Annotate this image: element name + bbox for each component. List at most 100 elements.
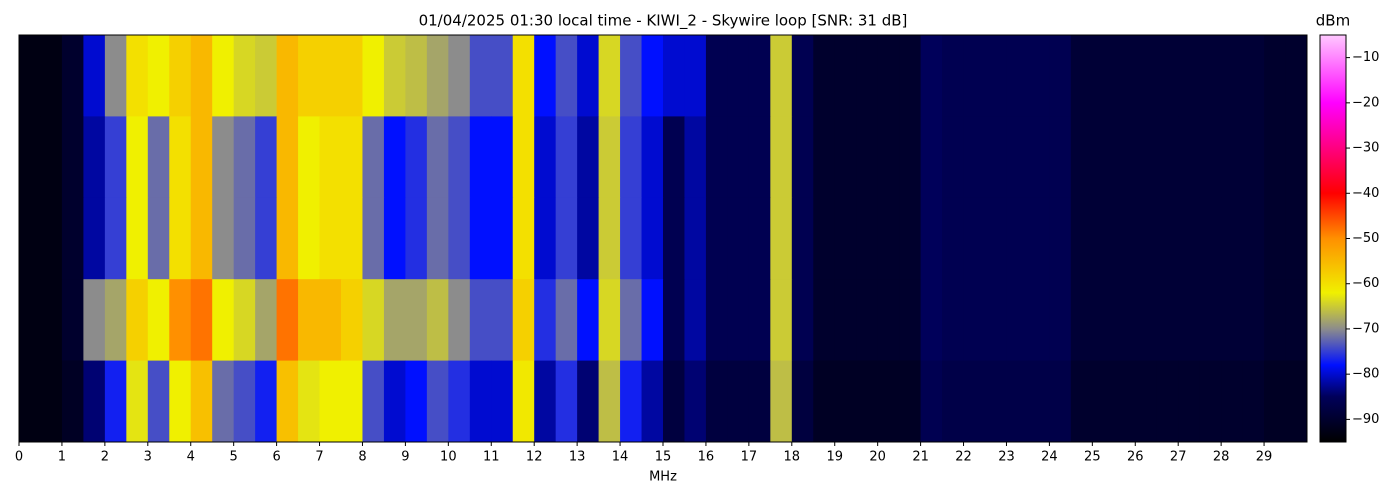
heatmap-cell: [856, 35, 879, 117]
heatmap-cell: [877, 116, 900, 199]
heatmap-cell: [147, 35, 170, 117]
heatmap-cell: [341, 279, 363, 362]
heatmap-cell: [577, 360, 600, 443]
heatmap-cell: [147, 116, 170, 199]
heatmap-cell: [512, 197, 535, 280]
heatmap-cell: [362, 360, 385, 443]
heatmap-cell: [341, 197, 363, 280]
heatmap-cell: [620, 116, 643, 199]
heatmap-cell: [1264, 279, 1287, 362]
heatmap-cell: [1049, 35, 1072, 117]
heatmap-cell: [684, 360, 707, 443]
heatmap-cell: [1285, 197, 1308, 280]
heatmap-cell: [61, 35, 84, 117]
heatmap-cell: [963, 116, 986, 199]
heatmap-cell: [61, 360, 84, 443]
heatmap-cell: [985, 360, 1007, 443]
heatmap-cell: [298, 279, 321, 362]
heatmap-cell: [1156, 197, 1179, 280]
heatmap-cell: [641, 360, 664, 443]
heatmap-cell: [684, 35, 707, 117]
heatmap-cell: [1006, 360, 1029, 443]
heatmap-cell: [276, 35, 299, 117]
heatmap-cell: [1242, 360, 1265, 443]
heatmap-cell: [298, 360, 321, 443]
heatmap-cell: [1092, 35, 1115, 117]
heatmap-cell: [813, 360, 836, 443]
heatmap-cell: [1113, 360, 1136, 443]
heatmap-cell: [770, 116, 793, 199]
heatmap-cell: [705, 279, 728, 362]
heatmap-cell: [770, 360, 793, 443]
heatmap-cell: [319, 197, 342, 280]
heatmap-cell: [1264, 360, 1287, 443]
heatmap-cell: [534, 197, 557, 280]
heatmap-cell: [899, 116, 922, 199]
heatmap-cell: [126, 116, 149, 199]
heatmap-cell: [104, 35, 127, 117]
heatmap-cell: [727, 360, 750, 443]
heatmap-cell: [190, 360, 213, 443]
heatmap-cell: [813, 279, 836, 362]
heatmap-cell: [1264, 197, 1287, 280]
heatmap-cell: [255, 197, 278, 280]
heatmap-cell: [448, 116, 471, 199]
heatmap-cell: [298, 197, 321, 280]
heatmap-cell: [40, 279, 63, 362]
heatmap-cell: [555, 279, 578, 362]
heatmap-cell: [920, 35, 943, 117]
heatmap-cell: [1113, 279, 1136, 362]
heatmap-cell: [1135, 197, 1158, 280]
heatmap-cell: [276, 360, 299, 443]
heatmap-cell: [942, 360, 965, 443]
heatmap-cell: [684, 197, 707, 280]
heatmap-cell: [1156, 360, 1179, 443]
x-tick-label: 27: [1170, 450, 1187, 465]
heatmap-cell: [663, 197, 685, 280]
heatmap-cell: [813, 116, 836, 199]
heatmap-cell: [856, 116, 879, 199]
heatmap-cell: [1049, 116, 1072, 199]
heatmap-cell: [1221, 116, 1244, 199]
heatmap-cell: [1285, 279, 1308, 362]
heatmap-cell: [663, 35, 685, 117]
heatmap-cell: [61, 116, 84, 199]
heatmap-cell: [1242, 197, 1265, 280]
heatmap-cell: [448, 197, 471, 280]
heatmap-cell: [577, 279, 600, 362]
heatmap-cell: [684, 116, 707, 199]
heatmap-cell: [83, 360, 106, 443]
heatmap-cell: [40, 360, 63, 443]
heatmap-cell: [147, 279, 170, 362]
heatmap-cell: [1006, 35, 1029, 117]
heatmap-cell: [1221, 35, 1244, 117]
heatmap-cell: [491, 35, 514, 117]
heatmap-cell: [1070, 35, 1093, 117]
heatmap-cell: [791, 279, 814, 362]
heatmap-cell: [641, 197, 664, 280]
heatmap-cell: [19, 116, 41, 199]
heatmap-cell: [1049, 197, 1072, 280]
heatmap-cell: [298, 35, 321, 117]
heatmap-cell: [405, 360, 428, 443]
x-tick-label: 11: [483, 450, 500, 465]
heatmap-cell: [1070, 197, 1093, 280]
heatmap-cell: [1049, 279, 1072, 362]
heatmap-cell: [383, 197, 406, 280]
heatmap-cell: [877, 360, 900, 443]
heatmap-cell: [19, 279, 41, 362]
heatmap-cell: [813, 197, 836, 280]
heatmap-cell: [1285, 35, 1308, 117]
heatmap-cell: [1199, 360, 1222, 443]
heatmap-cell: [362, 116, 385, 199]
heatmap-cell: [834, 360, 857, 443]
heatmap-cell: [426, 279, 449, 362]
x-tick-label: 1: [58, 450, 66, 465]
x-tick-label: 16: [698, 450, 715, 465]
heatmap-cell: [727, 116, 750, 199]
heatmap-cell: [877, 197, 900, 280]
heatmap-cell: [1178, 197, 1201, 280]
heatmap-cell: [104, 360, 127, 443]
x-tick-label: 3: [144, 450, 152, 465]
heatmap-cell: [1285, 116, 1308, 199]
